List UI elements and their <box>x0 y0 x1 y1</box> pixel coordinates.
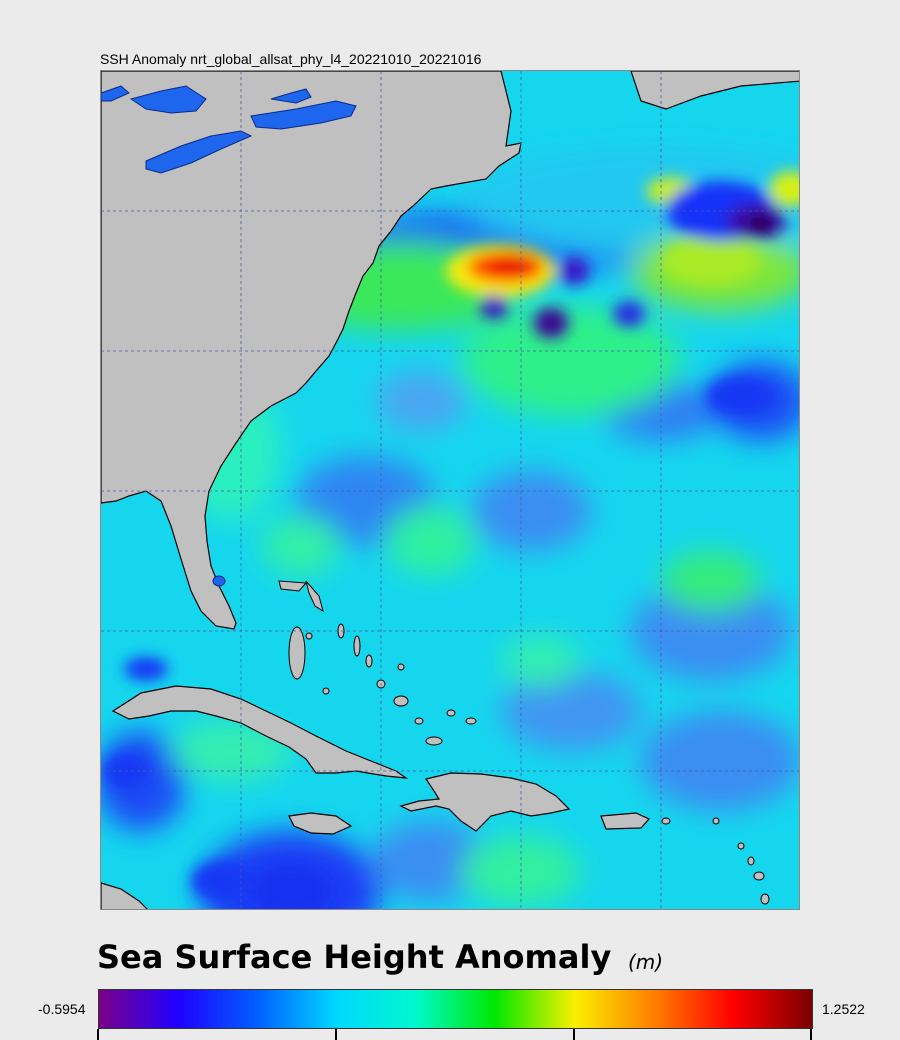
islet <box>465 717 477 725</box>
islet <box>661 817 671 825</box>
lake-fragment <box>101 85 130 102</box>
islet <box>353 635 361 657</box>
colorbar-min-label: -0.5954 <box>38 1001 86 1017</box>
lake-fragment <box>270 88 312 104</box>
colorbar-tick <box>573 1029 575 1040</box>
ssh-anomaly-map <box>100 70 800 910</box>
bahamas-islands <box>278 580 770 905</box>
colorbar-tick <box>97 1029 99 1040</box>
great-lakes <box>101 85 357 587</box>
legend-units: (m) <box>628 950 664 974</box>
islet <box>425 736 443 746</box>
jamaica-island <box>288 812 353 835</box>
islet <box>397 663 405 671</box>
north-america-landmass <box>101 71 522 630</box>
colorbar <box>98 989 813 1029</box>
graticule <box>101 71 799 909</box>
islet <box>753 871 765 881</box>
islet <box>747 856 755 866</box>
puerto-rico-island <box>600 812 650 830</box>
grand-bahama-island <box>278 580 308 592</box>
land-masses <box>101 71 799 909</box>
legend-title: Sea Surface Height Anomaly <box>97 938 612 976</box>
islet <box>305 632 313 640</box>
islet <box>393 695 409 707</box>
islet <box>414 717 424 725</box>
nova-scotia-landmass <box>630 71 799 110</box>
colorbar-max-label: 1.2522 <box>822 1001 865 1017</box>
central-america-landmass <box>101 882 148 909</box>
hispaniola-island <box>399 772 571 832</box>
islet <box>365 654 373 668</box>
abaco-island <box>305 580 324 613</box>
lake-okeechobee <box>212 575 226 587</box>
andros-island <box>288 626 306 680</box>
cuba-island <box>111 685 409 779</box>
islet <box>322 687 330 695</box>
colorbar-tick <box>335 1029 337 1040</box>
map-title: SSH Anomaly nrt_global_allsat_phy_l4_202… <box>100 51 482 67</box>
lake-huron <box>129 85 207 114</box>
islet <box>760 893 770 905</box>
islet <box>446 709 456 717</box>
lake-ontario <box>250 100 357 130</box>
islet <box>712 817 720 825</box>
islet <box>737 842 745 850</box>
colorbar-tick <box>810 1029 812 1040</box>
lake-erie <box>145 130 253 174</box>
